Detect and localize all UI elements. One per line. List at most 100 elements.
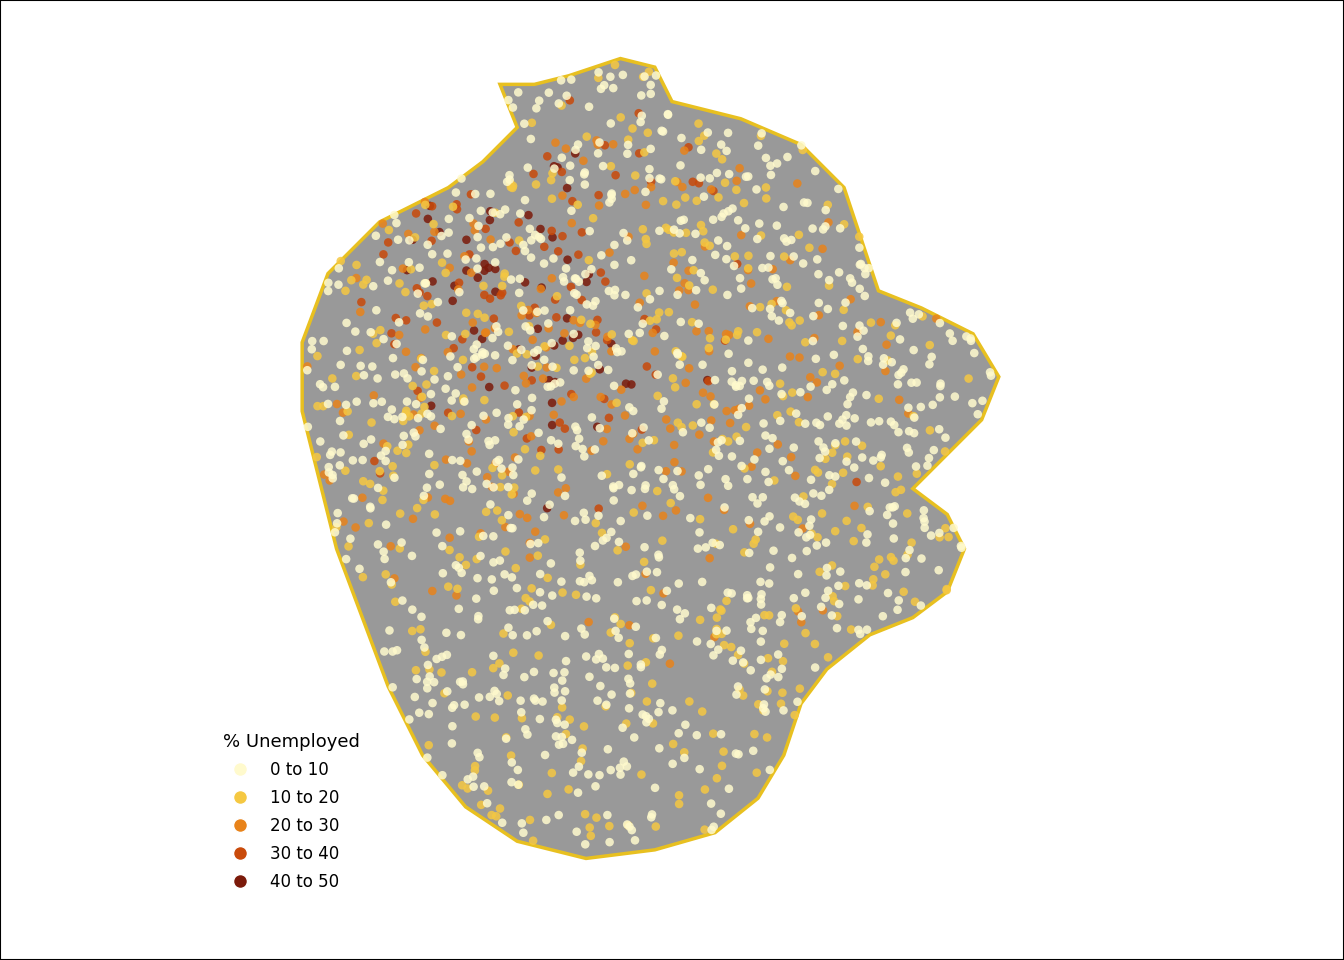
Point	[716, 238, 738, 253]
Point	[755, 465, 777, 480]
Point	[780, 404, 801, 420]
Point	[706, 771, 727, 786]
Point	[667, 270, 688, 285]
Point	[714, 175, 735, 190]
Point	[430, 228, 452, 244]
Point	[817, 409, 839, 424]
Point	[738, 333, 759, 348]
Point	[606, 345, 628, 360]
Point	[570, 557, 591, 572]
Point	[870, 450, 891, 466]
Point	[835, 434, 856, 449]
Point	[883, 531, 905, 546]
Point	[493, 667, 515, 683]
Point	[485, 454, 507, 469]
Point	[646, 312, 668, 327]
Point	[738, 398, 759, 414]
Point	[524, 228, 546, 243]
Point	[812, 603, 833, 618]
Point	[860, 415, 882, 430]
Point	[474, 346, 496, 361]
Point	[392, 428, 414, 444]
Point	[457, 772, 478, 787]
Point	[539, 497, 560, 513]
Point	[602, 81, 624, 96]
Point	[734, 544, 755, 560]
Point	[695, 540, 716, 555]
Point	[464, 323, 485, 338]
Point	[781, 232, 802, 248]
Point	[607, 630, 629, 645]
Point	[551, 700, 573, 715]
Point	[465, 349, 487, 365]
Point	[383, 468, 405, 484]
Point	[726, 746, 747, 761]
Point	[554, 684, 575, 699]
Point	[739, 614, 761, 630]
Point	[563, 285, 585, 300]
Point	[547, 462, 569, 477]
Point	[810, 488, 832, 503]
Point	[714, 502, 735, 517]
Point	[552, 333, 574, 348]
Point	[464, 223, 485, 238]
Point	[757, 730, 778, 745]
Point	[473, 263, 495, 278]
Point	[602, 479, 624, 494]
Point	[879, 500, 900, 516]
Point	[594, 274, 616, 289]
Point	[612, 720, 633, 735]
Point	[536, 360, 558, 375]
Point	[833, 217, 855, 232]
Point	[306, 398, 328, 414]
Point	[395, 403, 417, 419]
Point	[384, 594, 406, 610]
Point	[445, 558, 466, 573]
Point	[895, 564, 917, 580]
Point	[700, 636, 722, 652]
Point	[874, 350, 895, 366]
Point	[442, 293, 464, 308]
Point	[501, 755, 523, 770]
Point	[667, 175, 688, 190]
Point	[769, 313, 790, 328]
Point	[520, 132, 542, 147]
Point	[382, 262, 403, 277]
Point	[402, 232, 423, 248]
Point	[423, 372, 445, 387]
Point	[521, 390, 543, 405]
Point	[646, 484, 668, 499]
Point	[461, 481, 482, 496]
Point	[636, 564, 657, 579]
Point	[501, 520, 523, 536]
Point	[491, 513, 512, 528]
Point	[722, 448, 743, 464]
Point	[641, 676, 663, 691]
Point	[505, 561, 527, 576]
Point	[749, 383, 770, 398]
Point	[638, 433, 660, 448]
Point	[847, 351, 868, 367]
Point	[814, 444, 836, 459]
Point	[960, 331, 981, 347]
Point	[801, 512, 823, 527]
Point	[871, 447, 892, 463]
Point	[634, 69, 656, 84]
Point	[672, 424, 694, 440]
Point	[818, 273, 840, 288]
Point	[513, 116, 535, 132]
Point	[659, 304, 680, 320]
Point	[391, 535, 413, 550]
Point	[546, 712, 567, 728]
Point	[814, 451, 836, 467]
Point	[724, 377, 746, 393]
Point	[555, 727, 577, 742]
Point	[911, 551, 933, 566]
Point	[530, 222, 551, 237]
Point	[781, 449, 802, 465]
Point	[771, 685, 793, 701]
Point	[750, 597, 771, 612]
Point	[808, 434, 829, 449]
Point	[814, 219, 836, 234]
Point	[771, 296, 793, 311]
